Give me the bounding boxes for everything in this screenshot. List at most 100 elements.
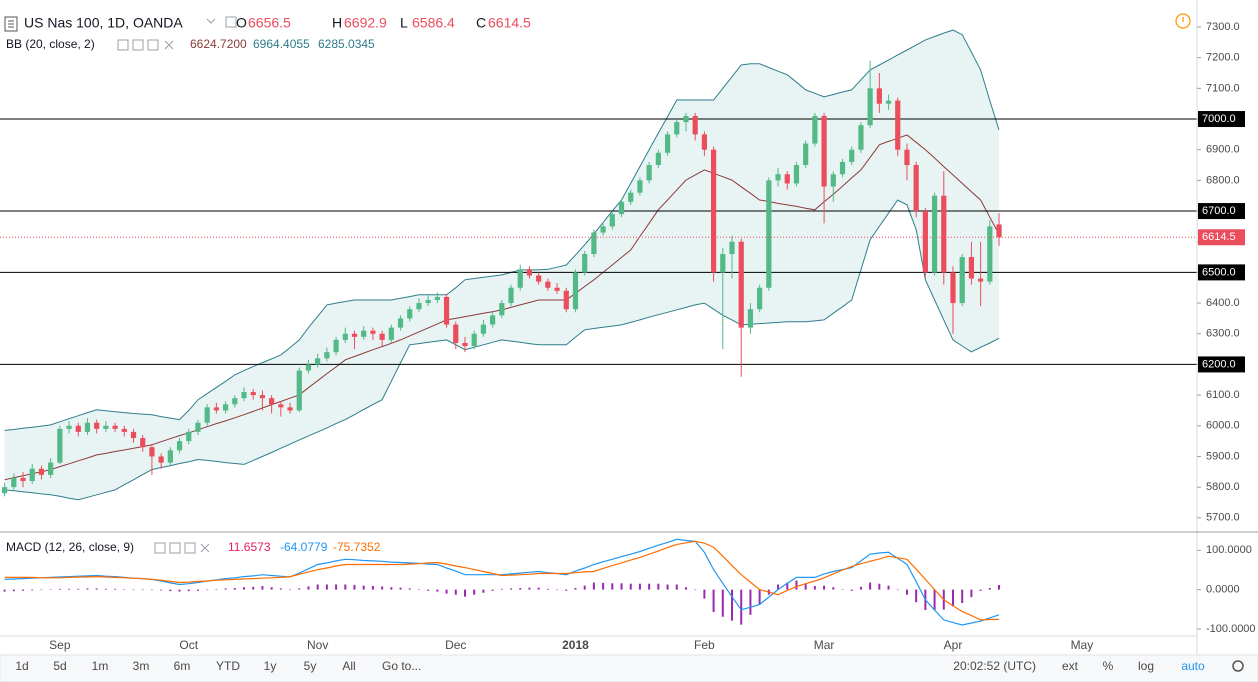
histogram-bar xyxy=(988,588,991,590)
histogram-bar xyxy=(519,588,522,590)
y-tick-label: 6400.0 xyxy=(1206,297,1240,309)
histogram-bar xyxy=(758,589,761,605)
candle-body xyxy=(591,232,597,254)
histogram-bar xyxy=(252,586,255,590)
y-tick-label: 7100.0 xyxy=(1206,82,1240,94)
settings-icon[interactable] xyxy=(169,542,181,554)
option-button[interactable]: ext xyxy=(1062,659,1079,673)
histogram-bar xyxy=(344,584,347,590)
range-button[interactable]: All xyxy=(342,659,355,673)
candle-body xyxy=(434,296,440,301)
option-button[interactable]: log xyxy=(1138,659,1154,673)
histogram-bar xyxy=(832,587,835,590)
candle-body xyxy=(904,149,910,166)
histogram-bar xyxy=(427,589,430,591)
histogram-bar xyxy=(482,589,485,593)
candle-body xyxy=(425,300,431,304)
candle-body xyxy=(167,450,173,463)
candle-body xyxy=(38,468,45,475)
histogram-bar xyxy=(500,588,503,590)
x-tick-label: Apr xyxy=(944,638,963,652)
histogram-bar xyxy=(731,589,734,621)
x-tick-label: Sep xyxy=(49,638,71,652)
candle-body xyxy=(416,303,422,310)
histogram-bar xyxy=(417,589,420,590)
ohlc-legend-label: L xyxy=(400,15,408,31)
histogram-bar xyxy=(178,589,181,592)
option-button[interactable]: auto xyxy=(1181,659,1205,673)
candle-body xyxy=(75,425,81,432)
dropdown-icon[interactable] xyxy=(206,18,216,24)
range-button[interactable]: YTD xyxy=(216,659,240,673)
candle-body xyxy=(250,392,256,396)
move-icon[interactable] xyxy=(147,39,159,51)
histogram-bar xyxy=(510,588,513,590)
candle-body xyxy=(582,253,588,273)
histogram-bar xyxy=(22,589,25,591)
eye-icon[interactable] xyxy=(154,542,166,554)
candle-body xyxy=(241,392,247,399)
macd-legend-value: -75.7352 xyxy=(333,540,381,554)
histogram-bar xyxy=(528,587,531,590)
histogram-bar xyxy=(749,589,752,615)
goto-button[interactable]: Go to... xyxy=(382,659,421,673)
histogram-bar xyxy=(859,586,862,590)
histogram-bar xyxy=(611,583,614,590)
level-label-box xyxy=(1198,203,1245,220)
histogram-bar xyxy=(114,588,117,590)
histogram-bar xyxy=(878,583,881,590)
eye-icon[interactable] xyxy=(225,16,237,28)
range-button[interactable]: 1y xyxy=(264,659,277,673)
histogram-bar xyxy=(279,588,282,590)
histogram-bar xyxy=(123,589,126,590)
candle-body xyxy=(517,269,523,288)
bb-band-line xyxy=(4,199,1000,501)
close-icon[interactable] xyxy=(200,543,210,553)
histogram-bar xyxy=(961,589,964,603)
range-button[interactable]: 5d xyxy=(53,659,66,673)
histogram-bar xyxy=(362,585,365,590)
candle-body xyxy=(821,115,827,187)
candle-body xyxy=(941,195,947,273)
histogram-bar xyxy=(979,589,982,591)
histogram-bar xyxy=(399,587,402,590)
move-icon[interactable] xyxy=(184,542,196,554)
eye-icon[interactable] xyxy=(117,39,129,51)
y-tick-label: 0.0000 xyxy=(1206,584,1240,596)
plot-layer xyxy=(0,29,1197,626)
alert-icon[interactable] xyxy=(1175,13,1191,29)
range-button[interactable]: 6m xyxy=(174,659,191,673)
histogram-bar xyxy=(445,589,448,594)
close-icon[interactable] xyxy=(164,40,174,50)
ohlc-legend-label: O xyxy=(236,15,247,31)
range-button[interactable]: 1d xyxy=(15,659,28,673)
histogram-bar xyxy=(436,589,439,592)
candle-body xyxy=(379,333,385,340)
candle-body xyxy=(572,272,579,310)
candle-body xyxy=(720,253,726,273)
candle-body xyxy=(757,287,763,310)
candle-body xyxy=(94,422,100,429)
histogram-bar xyxy=(795,580,798,590)
y-tick-label: 6300.0 xyxy=(1206,328,1240,340)
range-button[interactable]: 5y xyxy=(304,659,317,673)
indicator-title[interactable]: BB (20, close, 2) xyxy=(6,37,95,51)
candle-body xyxy=(84,422,91,432)
symbol-title[interactable]: US Nas 100, 1D, OANDA xyxy=(24,15,183,31)
x-tick-label: Mar xyxy=(814,638,835,652)
range-button[interactable]: 3m xyxy=(133,659,150,673)
macd-title[interactable]: MACD (12, 26, close, 9) xyxy=(6,540,134,554)
candle-body xyxy=(729,241,735,254)
option-button[interactable]: % xyxy=(1103,659,1114,673)
settings-icon[interactable] xyxy=(1232,660,1244,672)
histogram-bar xyxy=(371,586,374,590)
histogram-bar xyxy=(869,582,872,590)
settings-icon[interactable] xyxy=(132,39,144,51)
candle-body xyxy=(959,257,965,304)
histogram-bar xyxy=(675,584,678,590)
candle-body xyxy=(324,352,330,359)
histogram-bar xyxy=(666,584,669,590)
range-button[interactable]: 1m xyxy=(92,659,109,673)
y-tick-label: 6900.0 xyxy=(1206,144,1240,156)
candle-body xyxy=(554,287,560,291)
